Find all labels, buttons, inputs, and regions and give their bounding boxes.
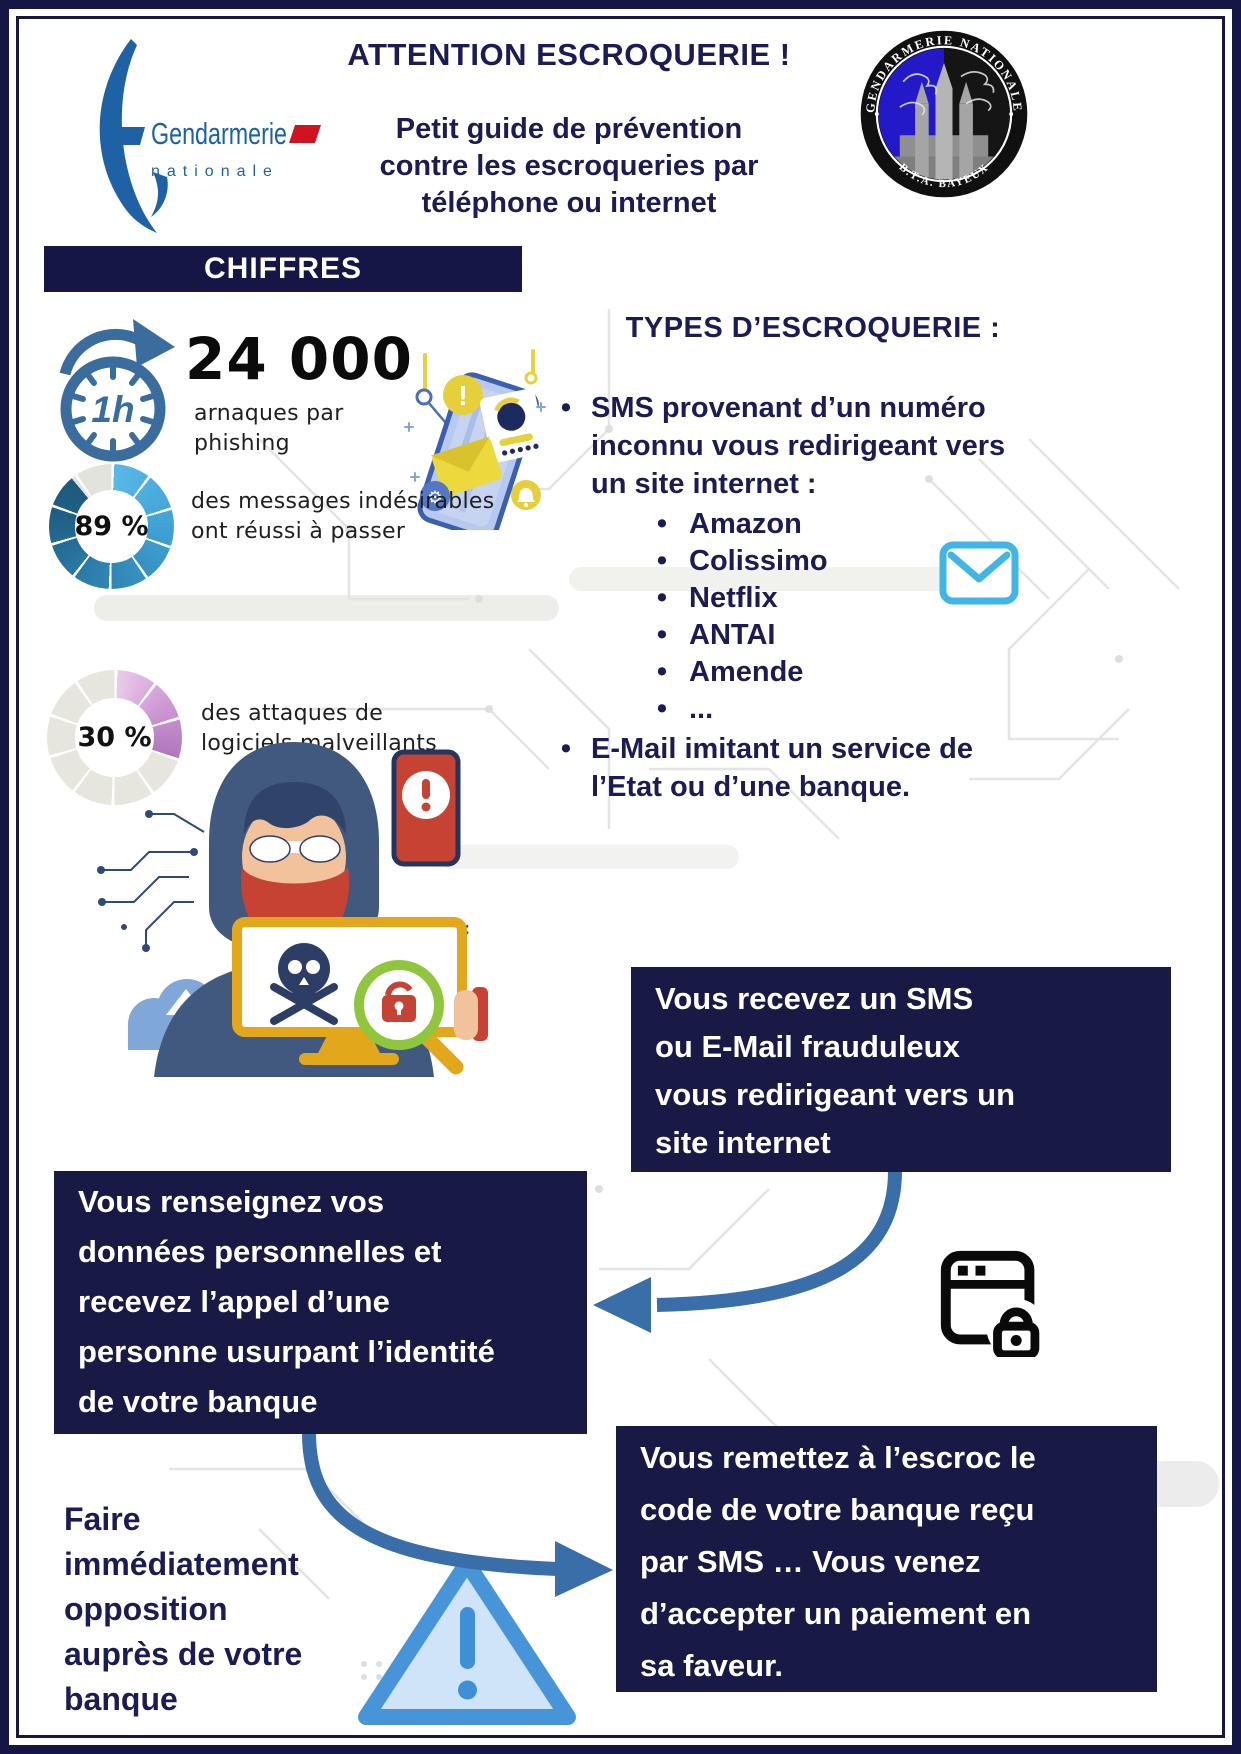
types-heading: TYPES D’ESCROQUERIE : [625, 312, 1001, 344]
sub-bullet-antai: • ANTAI [656, 619, 776, 651]
lion-outlines [899, 71, 995, 116]
skull-crossbones-icon [270, 943, 338, 1025]
logo-swoosh [99, 39, 157, 233]
clock-label: 1h [91, 389, 134, 430]
logo-sub: nationale [151, 163, 279, 180]
stat-value-phishing: 24 000 [185, 325, 413, 393]
donut-chart-30: 30 % [47, 670, 182, 805]
stat-label-phishing: arnaques par phishing [194, 401, 344, 456]
hacker-fringe [244, 782, 346, 834]
sub-bullet-etc: • ... [656, 693, 714, 725]
logo-name: Gendarmerie [151, 116, 287, 151]
chiffres-banner: CHIFFRES [44, 246, 522, 292]
bullet-sms: • SMS provenant d’un numéro inconnu vous… [557, 389, 1069, 503]
alert-phone [391, 749, 461, 867]
warning-triangle-icon [358, 1555, 576, 1725]
sub-bullet-netflix: • Netflix [656, 582, 778, 614]
flow-box-bank-code: Vous remettez à l’escroc le code de votr… [616, 1426, 1157, 1692]
types-section: TYPES D’ESCROQUERIE : • SMS provenant d’… [557, 312, 1069, 806]
bullet-email: • E-Mail imitant un service de l’Etat ou… [560, 733, 973, 803]
gendarmerie-logo: Gendarmerie nationale [99, 39, 321, 233]
donut-chart-89: 89 % [49, 464, 174, 589]
login-card [480, 388, 547, 463]
hacker-illustration: ***** [97, 742, 488, 1077]
magnifier-lock-icon [354, 960, 464, 1075]
sub-bullet-amende: • Amende [656, 656, 804, 688]
svg-text:⚙: ⚙ [427, 488, 442, 507]
page-title: ATTENTION ESCROQUERIE ! [347, 37, 791, 72]
action-opposition-text: Faire immédiatement opposition auprès de… [64, 1501, 303, 1717]
flow-box-sms-email: Vous recevez un SMS ou E-Mail frauduleux… [631, 967, 1171, 1172]
stat-label-messages: des messages indésirables ont réussi à p… [191, 489, 495, 544]
bta-bayeux-badge: GENDARMERIE NATIONALE B.T.A. BAYEUX [860, 30, 1028, 198]
circuit-lines [101, 813, 205, 948]
flow-box-personal-data: Vous renseignez vos données personnelles… [54, 1171, 587, 1434]
eye-mask [249, 835, 341, 863]
envelope-shape [430, 436, 502, 497]
sub-bullet-colissimo: • Colissimo [656, 545, 828, 577]
bullet-dot: • [560, 392, 572, 424]
mail-icon [939, 541, 1019, 605]
sms-brand-list: • Amazon • Colissimo • Netflix • ANTAI •… [653, 506, 1069, 728]
clock-1h-icon: 1h [59, 319, 175, 462]
donut-value-30: 30 % [77, 722, 152, 753]
cathedral-silhouette [893, 63, 995, 180]
phishing-illustration: ! ⚙ [404, 349, 547, 530]
svg-text:!: ! [458, 380, 467, 411]
sub-bullet-amazon: • Amazon [656, 508, 802, 540]
donut-value-89: 89 % [74, 511, 149, 542]
page-subtitle: Petit guide de prévention contre les esc… [379, 113, 759, 219]
browser-lock-icon [940, 1250, 1046, 1357]
chiffres-banner-label: CHIFFRES [204, 252, 362, 285]
